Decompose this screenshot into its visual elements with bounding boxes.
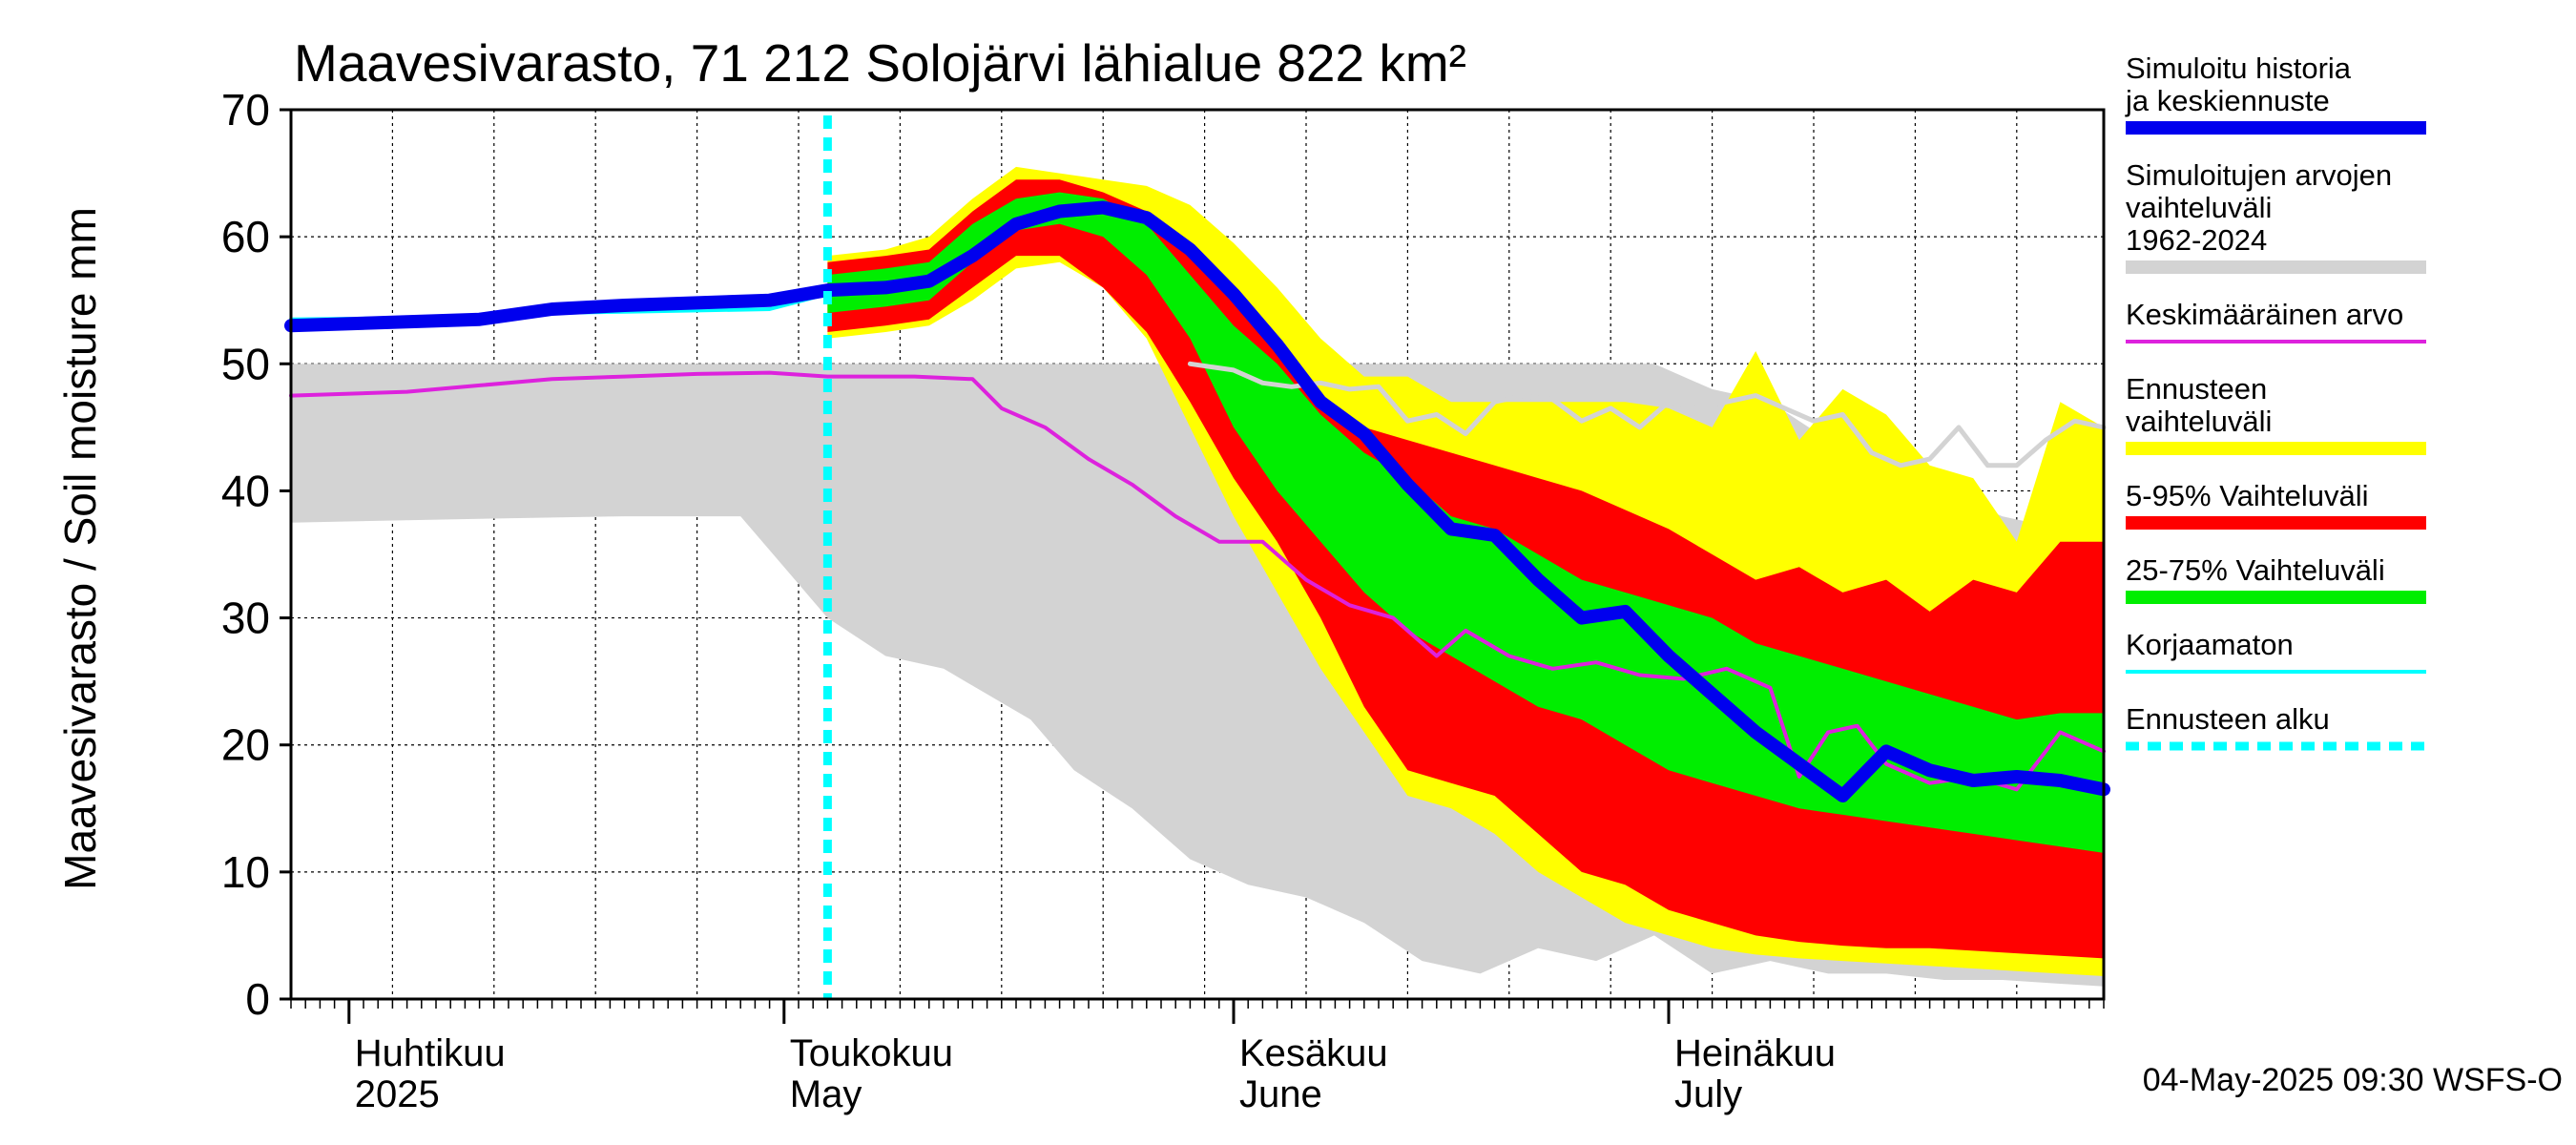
x-month-label: Huhtikuu	[355, 1032, 506, 1074]
plot-area	[284, 108, 2110, 1001]
line-median-sim	[1187, 361, 2107, 468]
x-month-label: Kesäkuu	[1239, 1032, 1388, 1074]
legend-label: vaihteluväli	[2126, 405, 2272, 438]
y-axis-label: Maavesivarasto / Soil moisture mm	[55, 207, 105, 890]
series-lines	[284, 115, 2110, 999]
y-tick-label: 40	[221, 466, 270, 515]
range-bands	[291, 166, 2104, 987]
y-tick-label: 20	[221, 720, 270, 770]
line-history-mean	[284, 200, 2110, 802]
legend-label: Ennusteen	[2126, 372, 2267, 406]
y-tick-label: 0	[245, 974, 270, 1024]
legend-label: 1962-2024	[2126, 223, 2267, 257]
x-month-label-sub: July	[1674, 1073, 1742, 1115]
footer-timestamp: 04-May-2025 09:30 WSFS-O	[2143, 1062, 2563, 1098]
legend-item-sim_range: Simuloitujen arvojenvaihteluväli1962-202…	[2126, 158, 2426, 274]
y-tick-label: 50	[221, 339, 270, 388]
legend-label: ja keskiennuste	[2125, 84, 2330, 117]
chart-title: Maavesivarasto, 71 212 Solojärvi lähialu…	[294, 33, 1466, 93]
x-month-label-sub: 2025	[355, 1073, 440, 1115]
x-month-label: Toukokuu	[790, 1032, 953, 1074]
legend-label: Korjaamaton	[2126, 628, 2294, 661]
legend-label: 25-75% Vaihteluväli	[2126, 553, 2385, 587]
legend-item-forecast_start: Ennusteen alku	[2126, 702, 2426, 751]
legend-label: Simuloitujen arvojen	[2126, 158, 2392, 192]
line-average	[289, 370, 2106, 792]
x-month-label-sub: June	[1239, 1073, 1322, 1115]
band-25-75	[827, 192, 2104, 853]
legend-label: Ennusteen alku	[2126, 702, 2330, 736]
legend-label: Keskimääräinen arvo	[2126, 298, 2403, 331]
y-tick-label: 70	[221, 85, 270, 135]
legend-label: Simuloitu historia	[2126, 52, 2352, 85]
y-tick-label: 30	[221, 593, 270, 643]
y-tick-label: 10	[221, 847, 270, 897]
legend-item-average: Keskimääräinen arvo	[2126, 298, 2426, 344]
legend-label: vaihteluväli	[2126, 191, 2272, 224]
legend-item-p25_75: 25-75% Vaihteluväli	[2126, 553, 2426, 604]
x-month-label-sub: May	[790, 1073, 862, 1115]
plot-frame	[289, 108, 2106, 1001]
legend-item-uncorrected: Korjaamaton	[2126, 628, 2426, 674]
legend-label: 5-95% Vaihteluväli	[2126, 479, 2368, 512]
legend-item-p5_95: 5-95% Vaihteluväli	[2126, 479, 2426, 530]
x-month-label: Heinäkuu	[1674, 1032, 1836, 1074]
y-tick-label: 60	[221, 212, 270, 261]
